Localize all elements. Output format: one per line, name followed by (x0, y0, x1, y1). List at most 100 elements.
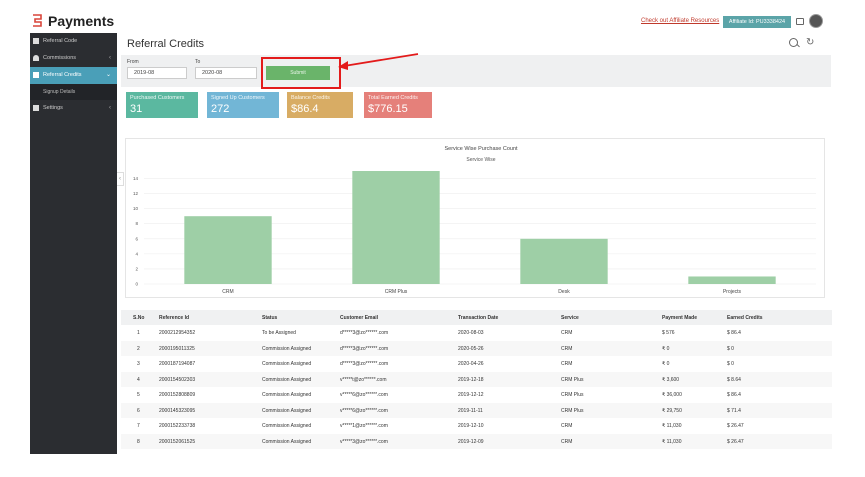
column-header: S.No (133, 315, 145, 321)
table-cell: ₹ 11,030 (662, 438, 682, 445)
table-cell: $ 86.4 (727, 392, 741, 398)
search-icon[interactable] (789, 38, 798, 47)
chart-container: Service Wise Purchase Count Service Wise… (125, 138, 825, 298)
table-cell: ₹ 0 (662, 345, 670, 352)
y-tick-label: 4 (135, 251, 138, 256)
table-cell: 2019-12-09 (458, 438, 484, 445)
app-title: Payments (48, 13, 115, 29)
bar-projects[interactable] (688, 276, 776, 284)
table-cell: CRM Plus (561, 392, 584, 398)
sidebar: Referral Code Commissions ‹ Referral Cre… (30, 33, 117, 454)
bar-crm[interactable] (184, 216, 272, 284)
to-label: To (195, 59, 201, 65)
table-cell: CRM (561, 438, 573, 445)
users-icon (33, 55, 39, 61)
settings-icon (33, 105, 39, 111)
column-header: Reference Id (159, 315, 190, 321)
chevron-down-icon: ⌄ (105, 72, 111, 78)
table-cell: 5 (137, 392, 140, 398)
card-title: Signed Up Customers (211, 95, 265, 101)
sidebar-item-referral-code[interactable]: Referral Code (30, 33, 117, 50)
y-tick-label: 0 (135, 282, 138, 287)
table-cell: Commission Assigned (262, 345, 312, 352)
table-cell: $ 26.47 (727, 438, 744, 445)
table-cell: $ 86.4 (727, 330, 741, 336)
table-cell: $ 0 (727, 361, 734, 367)
affiliate-resources-link[interactable]: Check out Affiliate Resources (641, 18, 720, 24)
table-cell: CRM Plus (561, 376, 584, 383)
table-cell: v*****6@zo******.com (340, 392, 388, 398)
refresh-icon[interactable]: ↻ (806, 37, 815, 48)
top-bar: Payments Check out Affiliate Resources A… (0, 0, 865, 32)
grid-icon (33, 38, 39, 44)
table-cell: 2000212954352 (159, 330, 196, 336)
card-title: Purchased Customers (130, 95, 185, 101)
table-cell: d*****3@zo******.com (340, 330, 389, 336)
table-cell: CRM Plus (561, 407, 584, 414)
to-date-input[interactable]: 2020-08 (195, 67, 257, 79)
table-cell: Commission Assigned (262, 361, 312, 367)
x-tick-label: CRM (222, 289, 233, 295)
y-tick-label: 2 (135, 266, 138, 271)
card-value: 31 (130, 103, 143, 115)
table-cell: CRM (561, 345, 573, 352)
column-header: Customer Email (340, 315, 379, 321)
table-cell: 1 (137, 330, 140, 336)
y-tick-label: 6 (135, 236, 138, 241)
bar-crm-plus[interactable] (352, 171, 440, 284)
sidebar-item-label: Referral Code (43, 38, 78, 44)
x-tick-label: Desk (558, 289, 570, 295)
chart-title: Service Wise Purchase Count (444, 146, 518, 152)
column-header: Earned Credits (727, 315, 763, 321)
y-tick-label: 12 (133, 191, 139, 196)
bar-desk[interactable] (520, 238, 608, 284)
table-cell: 2000195011325 (159, 345, 195, 352)
avatar[interactable] (809, 14, 823, 28)
sidebar-item-label: Signup Details (43, 89, 76, 95)
table-cell: d*****3@zo******.com (340, 361, 389, 367)
table-cell: 2000152233738 (159, 423, 196, 429)
table-cell: CRM (561, 361, 573, 367)
from-date-input[interactable]: 2019-08 (127, 67, 187, 79)
sidebar-item-signup-details[interactable]: Signup Details (30, 84, 117, 100)
table-cell: 2019-11-11 (458, 407, 483, 414)
table-row[interactable]: 7 2000152233738 Commission Assigned v*****1… (121, 418, 832, 434)
sidebar-item-label: Commissions (43, 55, 77, 61)
card-value: 272 (211, 103, 230, 115)
table-cell: Commission Assigned (262, 407, 312, 414)
card-purchased-customers: Purchased Customers 31 (126, 92, 198, 118)
chat-icon[interactable] (796, 18, 804, 25)
table-cell: 2019-12-10 (458, 423, 484, 429)
annotation-arrow-icon (338, 53, 419, 70)
table-row[interactable]: 1 2000212954352 To be Assigned d*****3@zo**… (121, 325, 832, 341)
table-row[interactable]: 8 2000152061525 Commission Assigned v*****3… (121, 433, 832, 449)
table-cell: Commission Assigned (262, 376, 312, 383)
table-header-row: S.No Reference Id Status Customer Email Tran… (121, 310, 832, 325)
table-row[interactable]: 4 2000154502303 Commission Assigned v*****t… (121, 371, 832, 387)
table-cell: 4 (137, 376, 140, 383)
table-cell: $ 8.64 (727, 376, 741, 383)
y-tick-label: 14 (133, 176, 139, 181)
card-value: $776.15 (368, 103, 408, 115)
table-cell: 3 (137, 361, 140, 367)
table-row[interactable]: 2 2000195011325 Commission Assigned d*****3… (121, 340, 832, 356)
table-row[interactable]: 5 2000152808809 Commission Assigned v*****6… (121, 387, 832, 403)
table-cell: 2020-08-03 (458, 330, 484, 336)
sidebar-item-settings[interactable]: Settings ‹ (30, 100, 117, 117)
table-cell: d*****3@zo******.com (340, 345, 389, 352)
column-header: Transaction Date (458, 315, 499, 321)
sidebar-item-commissions[interactable]: Commissions ‹ (30, 50, 117, 67)
sidebar-item-label: Settings (43, 105, 63, 111)
sidebar-item-referral-credits[interactable]: Referral Credits ⌄ (30, 67, 117, 84)
card-value: $86.4 (291, 103, 319, 115)
table-cell: To be Assigned (262, 330, 296, 336)
table-row[interactable]: 6 2000145323095 Commission Assigned v*****6… (121, 402, 832, 418)
table-row[interactable]: 3 2000187194087 Commission Assigned d*****3… (121, 356, 832, 372)
table-cell: 2020-04-26 (458, 361, 484, 367)
table-cell: v*****3@zo******.com (340, 438, 388, 445)
sidebar-item-label: Referral Credits (43, 72, 82, 78)
submit-button[interactable]: Submit (266, 66, 330, 80)
sidebar-collapse-handle[interactable]: ‹ (117, 172, 124, 186)
table-cell: 7 (137, 423, 140, 429)
table-cell: 2020-05-26 (458, 345, 484, 352)
